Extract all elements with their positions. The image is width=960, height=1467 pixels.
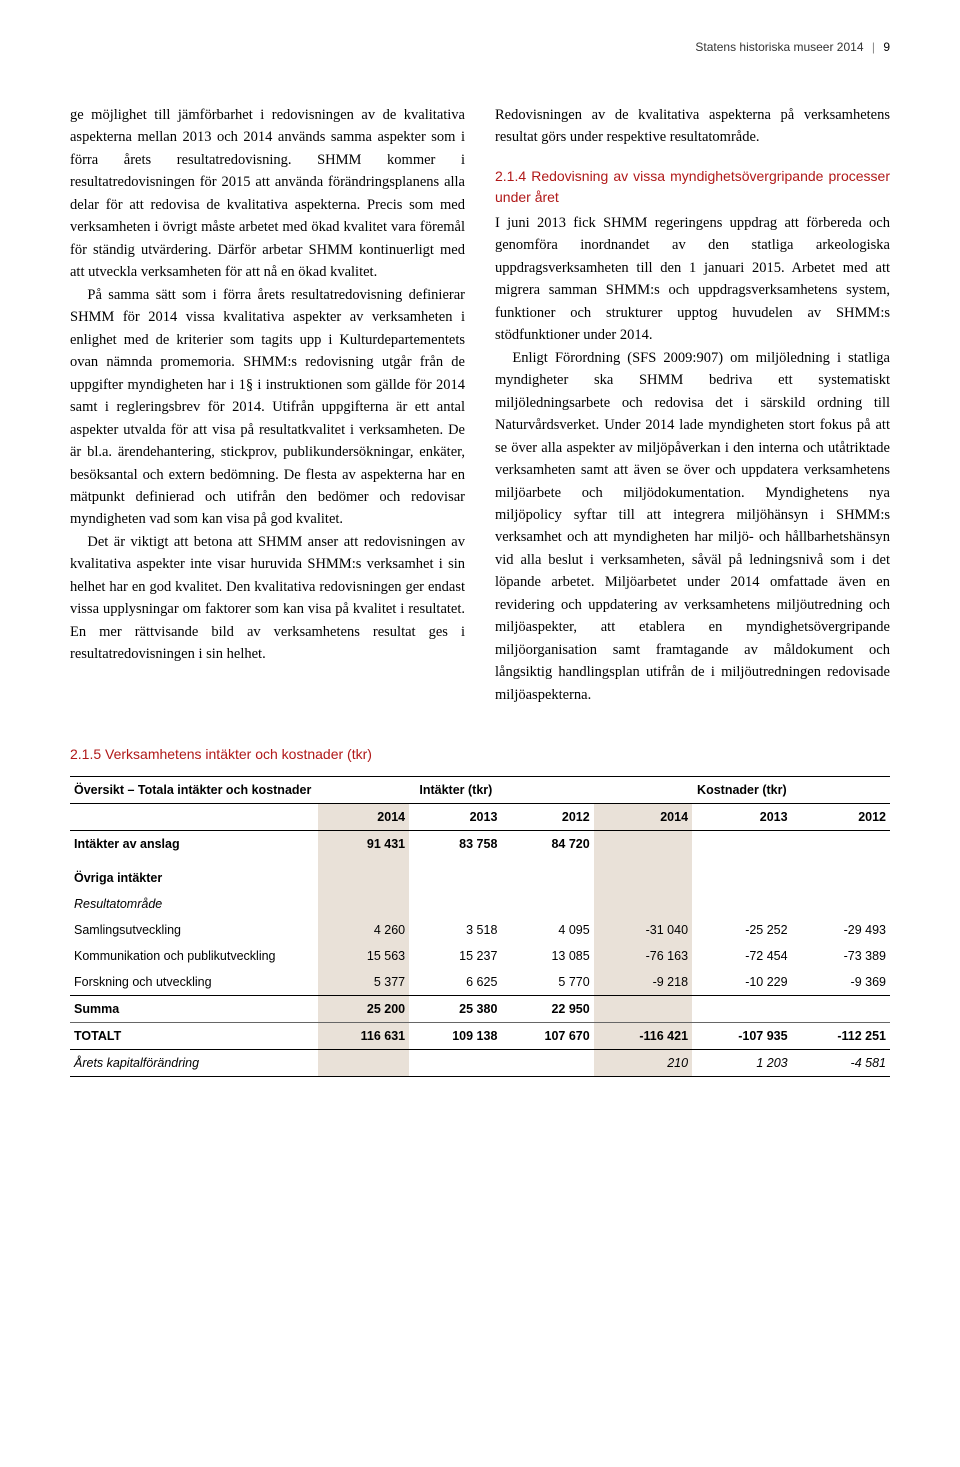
table-cell bbox=[594, 831, 692, 858]
row-label: Intäkter av anslag bbox=[70, 831, 318, 858]
subhead-214: 2.1.4 Redovisning av vissa myndighets­öv… bbox=[495, 166, 890, 209]
row-label: Resultatområde bbox=[70, 891, 318, 917]
table-cell bbox=[594, 891, 692, 917]
year-2014-k: 2014 bbox=[594, 804, 692, 831]
table-cell: 83 758 bbox=[409, 831, 501, 858]
table-cell: 210 bbox=[594, 1050, 692, 1077]
table-cell bbox=[409, 891, 501, 917]
blank-header bbox=[70, 804, 318, 831]
header-divider: | bbox=[872, 40, 875, 54]
table-cell: 25 380 bbox=[409, 996, 501, 1023]
table-cell: -4 581 bbox=[792, 1050, 890, 1077]
table-cell: -72 454 bbox=[692, 943, 792, 969]
doc-title: Statens historiska museer 2014 bbox=[695, 40, 863, 54]
table-cell bbox=[501, 1050, 593, 1077]
table-cell: 107 670 bbox=[501, 1023, 593, 1050]
table-cell bbox=[501, 891, 593, 917]
table-cell: 4 095 bbox=[501, 917, 593, 943]
row-label: Kommunikation och publikutveckling bbox=[70, 943, 318, 969]
table-cell: 84 720 bbox=[501, 831, 593, 858]
row-label: Forskning och utveckling bbox=[70, 969, 318, 996]
group-intakter: Intäkter (tkr) bbox=[318, 777, 594, 804]
year-2012-i: 2012 bbox=[501, 804, 593, 831]
table-cell: 15 237 bbox=[409, 943, 501, 969]
table-cell bbox=[318, 857, 409, 891]
left-p3: Det är viktigt att betona att SHMM anser… bbox=[70, 531, 465, 666]
table-cell: 4 260 bbox=[318, 917, 409, 943]
overview-table: Översikt – Totala intäkter och kostnader… bbox=[70, 776, 890, 1077]
year-2013-i: 2013 bbox=[409, 804, 501, 831]
table-cell bbox=[692, 996, 792, 1023]
year-2014-i: 2014 bbox=[318, 804, 409, 831]
table-cell bbox=[692, 831, 792, 858]
table-cell: 5 770 bbox=[501, 969, 593, 996]
table-cell: -116 421 bbox=[594, 1023, 692, 1050]
left-p1: ge möjlighet till jämförbarhet i redovis… bbox=[70, 104, 465, 284]
row-label: TOTALT bbox=[70, 1023, 318, 1050]
table-cell bbox=[692, 891, 792, 917]
table-cell bbox=[318, 891, 409, 917]
group-kostnader: Kostnader (tkr) bbox=[594, 777, 890, 804]
table-cell bbox=[792, 831, 890, 858]
table-cell: -29 493 bbox=[792, 917, 890, 943]
row-label: Samlingsutveckling bbox=[70, 917, 318, 943]
table-cell bbox=[594, 996, 692, 1023]
table-cell bbox=[594, 857, 692, 891]
table-cell: -112 251 bbox=[792, 1023, 890, 1050]
row-label: Summa bbox=[70, 996, 318, 1023]
section-215-head: 2.1.5 Verksamhetens intäkter och kostnad… bbox=[70, 746, 890, 762]
table-cell bbox=[792, 996, 890, 1023]
left-column: ge möjlighet till jämförbarhet i redovis… bbox=[70, 104, 465, 706]
right-p3: Enligt Förordning (SFS 2009:907) om milj… bbox=[495, 347, 890, 707]
table-cell bbox=[501, 857, 593, 891]
table-cell: 15 563 bbox=[318, 943, 409, 969]
table-cell: -9 218 bbox=[594, 969, 692, 996]
table-title: Översikt – Totala intäkter och kostnader bbox=[70, 777, 318, 804]
year-2013-k: 2013 bbox=[692, 804, 792, 831]
right-p2: I juni 2013 fick SHMM regeringens uppdra… bbox=[495, 212, 890, 347]
table-cell: -31 040 bbox=[594, 917, 692, 943]
table-cell bbox=[409, 1050, 501, 1077]
right-p1: Redovisningen av de kvalitativa aspekter… bbox=[495, 104, 890, 149]
table-cell bbox=[792, 891, 890, 917]
table-cell bbox=[409, 857, 501, 891]
left-p2: På samma sätt som i förra årets resultat… bbox=[70, 284, 465, 531]
table-cell: 1 203 bbox=[692, 1050, 792, 1077]
table-cell: -76 163 bbox=[594, 943, 692, 969]
table-cell bbox=[792, 857, 890, 891]
table-cell: 91 431 bbox=[318, 831, 409, 858]
row-label: Årets kapitalförändring bbox=[70, 1050, 318, 1077]
table-cell: -10 229 bbox=[692, 969, 792, 996]
table-cell: -9 369 bbox=[792, 969, 890, 996]
table-cell: 109 138 bbox=[409, 1023, 501, 1050]
table-cell: -25 252 bbox=[692, 917, 792, 943]
table-cell: 3 518 bbox=[409, 917, 501, 943]
table-cell: -107 935 bbox=[692, 1023, 792, 1050]
year-2012-k: 2012 bbox=[792, 804, 890, 831]
table-cell bbox=[318, 1050, 409, 1077]
table-cell: 13 085 bbox=[501, 943, 593, 969]
page-header: Statens historiska museer 2014 | 9 bbox=[70, 40, 890, 54]
table-cell: 116 631 bbox=[318, 1023, 409, 1050]
row-label: Övriga intäkter bbox=[70, 857, 318, 891]
table-cell bbox=[692, 857, 792, 891]
right-column: Redovisningen av de kvalitativa aspekter… bbox=[495, 104, 890, 706]
table-cell: 25 200 bbox=[318, 996, 409, 1023]
table-cell: 6 625 bbox=[409, 969, 501, 996]
table-cell: -73 389 bbox=[792, 943, 890, 969]
text-columns: ge möjlighet till jämförbarhet i redovis… bbox=[70, 104, 890, 706]
table-cell: 5 377 bbox=[318, 969, 409, 996]
table-cell: 22 950 bbox=[501, 996, 593, 1023]
page-number: 9 bbox=[883, 40, 890, 54]
